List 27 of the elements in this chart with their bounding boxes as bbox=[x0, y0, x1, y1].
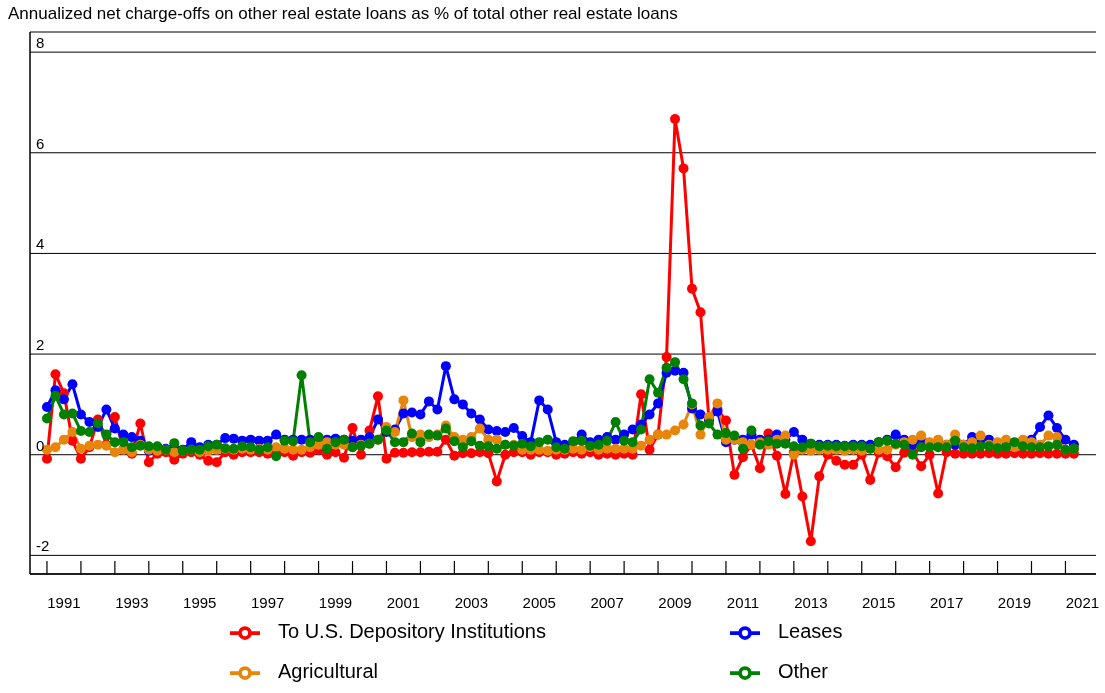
x-tick-label: 1997 bbox=[250, 594, 285, 611]
x-tick-label: 2015 bbox=[862, 594, 896, 611]
x-tick-label: 1993 bbox=[115, 594, 149, 611]
x-tick-label: 2009 bbox=[658, 594, 692, 611]
x-tick-label: 1999 bbox=[318, 594, 353, 611]
chart-title: Annualized net charge-offs on other real estate loans as % of total other real estate loans bbox=[8, 4, 679, 24]
legend-label: Agricultural bbox=[278, 660, 379, 683]
x-tick-label: 2001 bbox=[386, 594, 421, 611]
legend-label: Other bbox=[778, 660, 829, 683]
x-tick-label: 2019 bbox=[997, 594, 1032, 611]
y-tick-label: 0 bbox=[36, 436, 45, 454]
legend-label: To U.S. Depository Institutions bbox=[278, 620, 546, 643]
legend-label: Leases bbox=[778, 620, 843, 643]
x-tick-label: 2003 bbox=[454, 594, 489, 611]
x-tick-label: 1991 bbox=[47, 594, 81, 611]
x-tick-label: 2017 bbox=[929, 594, 964, 611]
x-tick-label: 2011 bbox=[726, 594, 760, 611]
x-tick-label: 2007 bbox=[590, 594, 624, 611]
y-tick-label: -2 bbox=[36, 537, 50, 555]
y-tick-label: 4 bbox=[36, 235, 45, 253]
x-tick-label: 2021 bbox=[1065, 594, 1100, 611]
y-tick-label: 8 bbox=[36, 34, 45, 52]
y-tick-label: 6 bbox=[36, 134, 45, 152]
x-tick-label: 2005 bbox=[522, 594, 556, 611]
y-tick-label: 2 bbox=[36, 336, 45, 354]
x-tick-label: 2013 bbox=[794, 594, 828, 611]
x-tick-label: 1995 bbox=[183, 594, 217, 611]
